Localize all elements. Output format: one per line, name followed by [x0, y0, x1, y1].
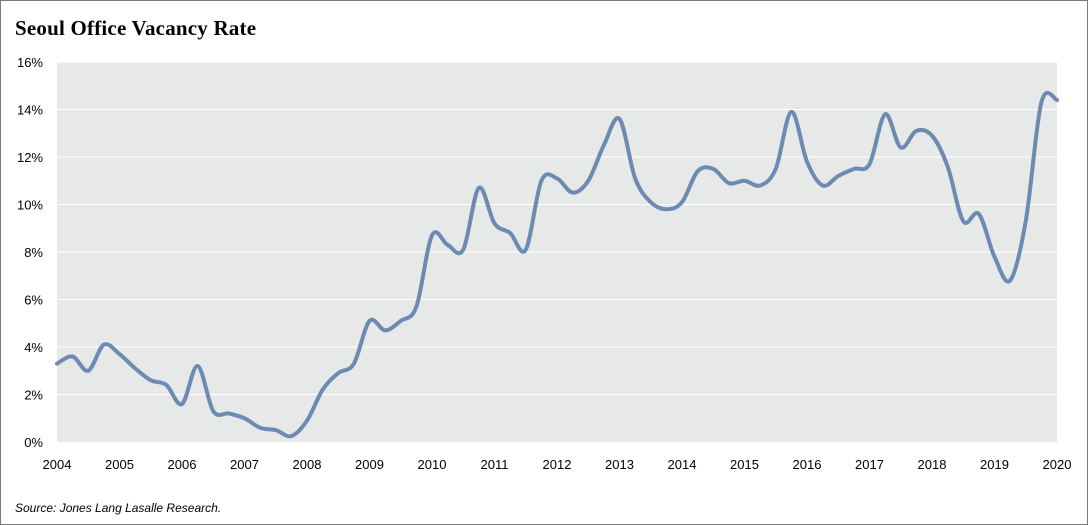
x-tick-label: 2016: [793, 457, 822, 472]
x-tick-label: 2015: [730, 457, 759, 472]
x-tick-label: 2008: [293, 457, 322, 472]
x-tick-label: 2020: [1043, 457, 1072, 472]
y-tick-label: 0%: [24, 435, 43, 450]
y-tick-label: 4%: [24, 340, 43, 355]
x-tick-label: 2009: [355, 457, 384, 472]
y-tick-label: 2%: [24, 388, 43, 403]
x-tick-label: 2014: [668, 457, 697, 472]
y-tick-label: 14%: [17, 103, 43, 118]
x-tick-label: 2007: [230, 457, 259, 472]
x-tick-label: 2006: [168, 457, 197, 472]
y-tick-label: 8%: [24, 245, 43, 260]
x-tick-label: 2010: [418, 457, 447, 472]
y-axis-ticks: 0% 2% 4% 6% 8% 10% 12% 14% 16%: [17, 55, 43, 450]
chart-title: Seoul Office Vacancy Rate: [15, 16, 257, 40]
y-tick-label: 6%: [24, 293, 43, 308]
gridlines: [57, 61, 1057, 395]
x-tick-label: 2019: [980, 457, 1009, 472]
x-tick-label: 2017: [855, 457, 884, 472]
series-line: [55, 90, 1059, 439]
x-tick-label: 2013: [605, 457, 634, 472]
y-tick-label: 16%: [17, 55, 43, 70]
y-tick-label: 10%: [17, 198, 43, 213]
x-tick-label: 2018: [918, 457, 947, 472]
x-axis-ticks: 2004 2005 2006 2007 2008 2009 2010 2011 2012 2013…: [43, 457, 1072, 472]
x-tick-label: 2011: [481, 457, 509, 472]
source-note: Source: Jones Lang Lasalle Research.: [15, 501, 222, 515]
y-tick-label: 12%: [17, 150, 43, 165]
x-tick-label: 2012: [543, 457, 572, 472]
x-tick-label: 2005: [105, 457, 134, 472]
series-group: [55, 90, 1059, 439]
x-tick-label: 2004: [43, 457, 72, 472]
